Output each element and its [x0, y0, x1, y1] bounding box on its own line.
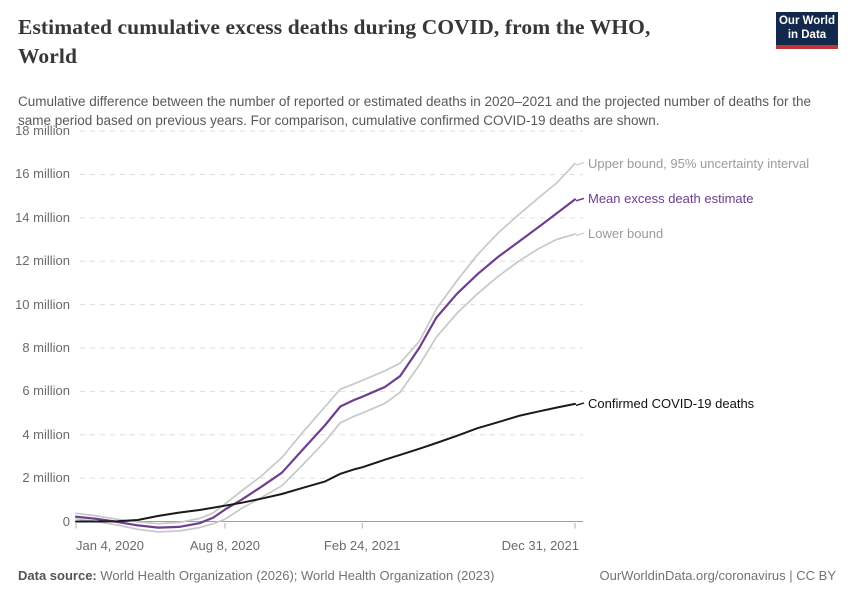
owid-logo[interactable]: Our World in Data — [776, 12, 838, 49]
y-axis-label: 10 million — [15, 296, 70, 312]
y-axis-label: 0 — [62, 513, 70, 529]
chart-subtitle: Cumulative difference between the number… — [18, 94, 812, 128]
series-leader-lower_bound — [575, 232, 585, 237]
series-label-lower_bound: Lower bound — [588, 226, 664, 242]
series-leader-mean_excess_deaths — [575, 197, 585, 202]
series-label-confirmed_covid19_deaths: Confirmed COVID-19 deaths — [588, 395, 755, 411]
credit-link[interactable]: OurWorldinData.org/coronavirus | CC BY — [599, 568, 836, 583]
series-leader-upper_bound — [575, 162, 585, 166]
data-source-note: Data source: World Health Organization (… — [18, 568, 494, 583]
owid-logo-line2: in Data — [787, 28, 827, 41]
series-label-mean_excess_deaths: Mean excess death estimate — [588, 191, 754, 207]
y-axis-label: 8 million — [22, 339, 70, 355]
data-source-label: Data source: — [18, 568, 97, 583]
y-axis-label: 2 million — [22, 470, 70, 486]
series-line-mean_excess_deaths — [74, 198, 577, 529]
series-line-lower_bound — [75, 233, 576, 533]
x-axis-label: Jan 4, 2020 — [76, 538, 144, 553]
series-line-confirmed_covid19_deaths — [75, 402, 576, 523]
chart-title-line1: Estimated cumulative excess deaths durin… — [18, 15, 651, 39]
owid-logo-line1: Our World — [778, 15, 835, 27]
series-leader-confirmed_covid19_deaths — [575, 402, 585, 407]
y-axis-label: 16 million — [15, 166, 70, 182]
y-axis-label: 14 million — [15, 209, 70, 225]
chart-title: Estimated cumulative excess deaths durin… — [18, 13, 763, 71]
chart-title-line2: World — [18, 44, 78, 68]
y-axis-label: 6 million — [22, 383, 70, 399]
data-source-text: World Health Organization (2026); World … — [96, 568, 495, 583]
series-line-upper_bound — [75, 162, 576, 525]
x-axis-label: Aug 8, 2020 — [189, 538, 260, 553]
y-axis-label: 18 million — [15, 123, 70, 139]
y-axis-label: 12 million — [15, 253, 70, 269]
x-axis-label: Dec 31, 2021 — [501, 538, 579, 553]
x-axis-label: Feb 24, 2021 — [323, 538, 401, 553]
series-label-upper_bound: Upper bound, 95% uncertainty interval — [588, 155, 810, 171]
y-axis-label: 4 million — [22, 426, 70, 442]
